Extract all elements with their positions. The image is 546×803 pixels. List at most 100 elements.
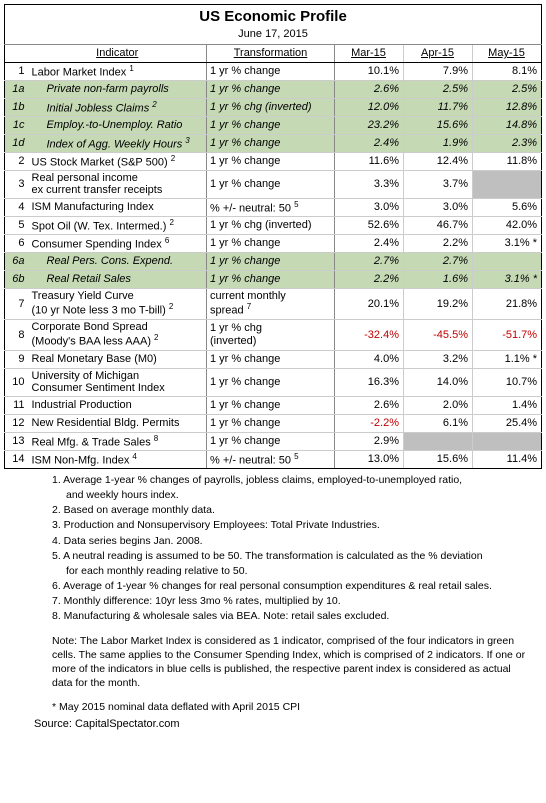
footnote-line: 1. Average 1-year % changes of payrolls,… [52, 473, 534, 487]
footnote-line: 7. Monthly difference: 10yr less 3mo % r… [52, 594, 534, 608]
footnote-line: 4. Data series begins Jan. 2008. [52, 534, 534, 548]
row-indicator: Real Pers. Cons. Expend. [29, 252, 207, 270]
footnote-line: and weekly hours index. [52, 488, 534, 502]
row-may: 8.1% [473, 62, 542, 80]
header-mar: Mar-15 [335, 44, 404, 62]
row-transformation: 1 yr % change [207, 170, 335, 198]
row-indicator: Spot Oil (W. Tex. Intermed.) 2 [29, 216, 207, 234]
table-row: 1cEmploy.-to-Unemploy. Ratio1 yr % chang… [5, 116, 542, 134]
row-indicator: ISM Non-Mfg. Index 4 [29, 450, 207, 468]
row-transformation: 1 yr % chg(inverted) [207, 319, 335, 350]
row-indicator: Labor Market Index 1 [29, 62, 207, 80]
row-may: 14.8% [473, 116, 542, 134]
header-apr: Apr-15 [404, 44, 473, 62]
row-transformation: 1 yr % change [207, 432, 335, 450]
row-apr: 7.9% [404, 62, 473, 80]
row-indicator: Industrial Production [29, 396, 207, 414]
row-mar: 20.1% [335, 288, 404, 319]
table-row: 7Treasury Yield Curve(10 yr Note less 3 … [5, 288, 542, 319]
row-mar: 2.9% [335, 432, 404, 450]
row-transformation: 1 yr % chg (inverted) [207, 98, 335, 116]
row-index: 1d [5, 134, 29, 152]
table-row: 1Labor Market Index 11 yr % change10.1%7… [5, 62, 542, 80]
row-index: 1c [5, 116, 29, 134]
table-row: 1aPrivate non-farm payrolls1 yr % change… [5, 80, 542, 98]
footnotes: 1. Average 1-year % changes of payrolls,… [4, 469, 542, 718]
row-transformation: 1 yr % change [207, 234, 335, 252]
row-index: 12 [5, 414, 29, 432]
footnote-line: 3. Production and Nonsupervisory Employe… [52, 518, 534, 532]
row-may: 3.1% * [473, 270, 542, 288]
row-indicator: Consumer Spending Index 6 [29, 234, 207, 252]
row-transformation: current monthlyspread 7 [207, 288, 335, 319]
row-may: 21.8% [473, 288, 542, 319]
table-row: 11Industrial Production1 yr % change2.6%… [5, 396, 542, 414]
row-index: 4 [5, 198, 29, 216]
table-row: 1dIndex of Agg. Weekly Hours 31 yr % cha… [5, 134, 542, 152]
row-indicator: Employ.-to-Unemploy. Ratio [29, 116, 207, 134]
row-index: 10 [5, 368, 29, 396]
row-indicator: Treasury Yield Curve(10 yr Note less 3 m… [29, 288, 207, 319]
row-indicator: ISM Manufacturing Index [29, 198, 207, 216]
row-mar: 2.7% [335, 252, 404, 270]
row-indicator: US Stock Market (S&P 500) 2 [29, 152, 207, 170]
table-row: 4ISM Manufacturing Index% +/- neutral: 5… [5, 198, 542, 216]
row-index: 14 [5, 450, 29, 468]
row-transformation: 1 yr % change [207, 252, 335, 270]
row-apr: 1.9% [404, 134, 473, 152]
row-transformation: % +/- neutral: 50 5 [207, 198, 335, 216]
table-row: 14ISM Non-Mfg. Index 4% +/- neutral: 50 … [5, 450, 542, 468]
table-row: 9Real Monetary Base (M0)1 yr % change4.0… [5, 350, 542, 368]
row-mar: 2.6% [335, 396, 404, 414]
table-row: 6bReal Retail Sales1 yr % change2.2%1.6%… [5, 270, 542, 288]
footnote-line: 2. Based on average monthly data. [52, 503, 534, 517]
date: June 17, 2015 [5, 26, 542, 44]
row-mar: 4.0% [335, 350, 404, 368]
row-indicator: University of MichiganConsumer Sentiment… [29, 368, 207, 396]
row-mar: 23.2% [335, 116, 404, 134]
row-may: 3.1% * [473, 234, 542, 252]
row-may: 5.6% [473, 198, 542, 216]
table-row: 8Corporate Bond Spread(Moody's BAA less … [5, 319, 542, 350]
row-index: 8 [5, 319, 29, 350]
row-may: 10.7% [473, 368, 542, 396]
row-apr: 2.0% [404, 396, 473, 414]
row-transformation: 1 yr % change [207, 414, 335, 432]
row-index: 1a [5, 80, 29, 98]
row-mar: 13.0% [335, 450, 404, 468]
row-may [473, 252, 542, 270]
row-may: 12.8% [473, 98, 542, 116]
title: US Economic Profile [5, 5, 542, 27]
row-mar: -32.4% [335, 319, 404, 350]
row-index: 9 [5, 350, 29, 368]
row-indicator: Corporate Bond Spread(Moody's BAA less A… [29, 319, 207, 350]
row-index: 3 [5, 170, 29, 198]
row-apr: 2.5% [404, 80, 473, 98]
row-mar: 11.6% [335, 152, 404, 170]
source: Source: CapitalSpectator.com [4, 718, 542, 734]
row-may [473, 170, 542, 198]
row-apr: 19.2% [404, 288, 473, 319]
row-index: 2 [5, 152, 29, 170]
row-may: 42.0% [473, 216, 542, 234]
row-indicator: Initial Jobless Claims 2 [29, 98, 207, 116]
row-may: 2.5% [473, 80, 542, 98]
row-index: 5 [5, 216, 29, 234]
footnote-line: for each monthly reading relative to 50. [52, 564, 534, 578]
row-transformation: 1 yr % change [207, 62, 335, 80]
row-indicator: Private non-farm payrolls [29, 80, 207, 98]
row-transformation: 1 yr % change [207, 152, 335, 170]
row-indicator: Real personal incomeex current transfer … [29, 170, 207, 198]
row-mar: 12.0% [335, 98, 404, 116]
table-row: 2US Stock Market (S&P 500) 21 yr % chang… [5, 152, 542, 170]
row-may [473, 432, 542, 450]
row-apr: 6.1% [404, 414, 473, 432]
table-row: 6aReal Pers. Cons. Expend.1 yr % change2… [5, 252, 542, 270]
row-apr: 14.0% [404, 368, 473, 396]
row-transformation: 1 yr % chg (inverted) [207, 216, 335, 234]
header-may: May-15 [473, 44, 542, 62]
footnote-line: 8. Manufacturing & wholesale sales via B… [52, 609, 534, 623]
row-index: 6a [5, 252, 29, 270]
row-transformation: 1 yr % change [207, 116, 335, 134]
row-mar: 52.6% [335, 216, 404, 234]
